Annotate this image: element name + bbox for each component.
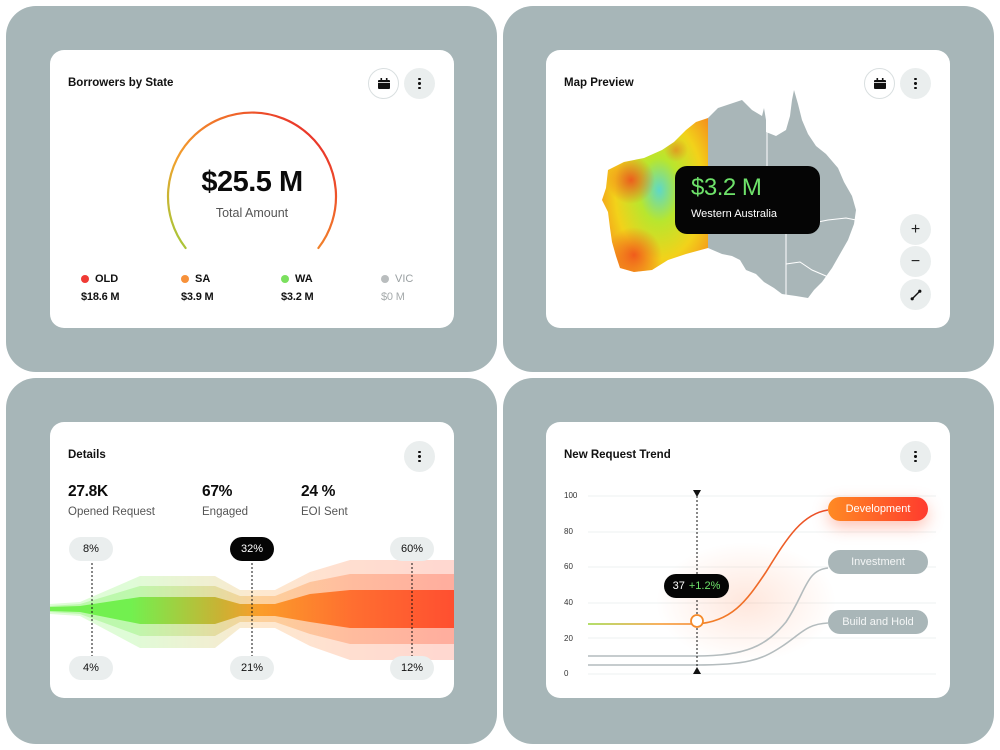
funnel-chart <box>50 560 454 660</box>
trend-chart <box>588 490 936 675</box>
legend-label: VIC <box>395 273 414 285</box>
borrowers-card: Borrowers by State $25.5 M Total Amount … <box>50 50 454 328</box>
legend-label: SA <box>195 273 211 285</box>
calendar-icon <box>377 78 390 89</box>
card-title: Borrowers by State <box>68 77 174 89</box>
card-title: Map Preview <box>564 77 634 89</box>
more-vertical-icon <box>914 450 917 463</box>
details-card: Details 27.8K Opened Request 67% Engaged… <box>50 422 454 698</box>
funnel-marker-bottom[interactable]: 21% <box>230 656 274 680</box>
more-vertical-icon <box>418 77 421 90</box>
y-tick: 80 <box>564 527 573 536</box>
y-tick: 100 <box>564 491 578 500</box>
legend-item-vic: VIC $0 M <box>381 273 413 303</box>
more-options-button[interactable] <box>900 68 931 99</box>
y-tick: 60 <box>564 562 573 571</box>
map-tooltip-label: Western Australia <box>691 208 778 220</box>
trend-tooltip: 37 +1.2% <box>664 574 729 598</box>
calendar-button[interactable] <box>864 68 895 99</box>
more-options-button[interactable] <box>900 441 931 472</box>
minus-icon: − <box>910 252 921 270</box>
map-card: Map Preview <box>546 50 950 328</box>
trend-tooltip-delta: +1.2% <box>688 580 721 592</box>
expand-icon <box>910 289 921 300</box>
stat-eoi-sent: 24 % EOI Sent <box>301 483 348 518</box>
map-tooltip: $3.2 M Western Australia <box>675 166 820 234</box>
zoom-out-button[interactable]: − <box>900 246 931 277</box>
stat-value: 24 % <box>301 483 336 500</box>
zoom-in-button[interactable]: + <box>900 214 931 245</box>
legend-label: OLD <box>95 273 119 285</box>
funnel-marker-top[interactable]: 8% <box>69 537 113 561</box>
stat-label: Engaged <box>202 506 249 518</box>
legend-dot <box>381 275 389 283</box>
legend-item-wa: WA $3.2 M <box>281 273 314 303</box>
stat-opened-request: 27.8K Opened Request <box>68 483 155 518</box>
stat-label: Opened Request <box>68 506 155 518</box>
legend-label: WA <box>295 273 313 285</box>
funnel-marker-bottom[interactable]: 12% <box>390 656 434 680</box>
calendar-button[interactable] <box>368 68 399 99</box>
legend-value: $3.2 M <box>281 291 314 303</box>
total-amount-label: Total Amount <box>215 206 289 220</box>
more-options-button[interactable] <box>404 441 435 472</box>
legend-dot <box>81 275 89 283</box>
trend-tooltip-value: 37 <box>672 580 685 592</box>
legend-value: $18.6 M <box>81 291 120 303</box>
map-tooltip-value: $3.2 M <box>691 174 762 201</box>
legend-value: $3.9 M <box>181 291 214 303</box>
more-vertical-icon <box>418 450 421 463</box>
more-vertical-icon <box>914 77 917 90</box>
card-title: New Request Trend <box>564 449 671 461</box>
stat-label: EOI Sent <box>301 506 348 518</box>
total-amount-value: $25.5 M <box>201 166 303 198</box>
stat-value: 27.8K <box>68 483 108 500</box>
legend-dot <box>181 275 189 283</box>
calendar-icon <box>873 78 886 89</box>
gauge-arc <box>166 111 338 250</box>
funnel-marker-top[interactable]: 60% <box>390 537 434 561</box>
series-label-investment[interactable]: Investment <box>828 550 928 574</box>
card-title: Details <box>68 449 106 461</box>
trend-card: New Request Trend 100 80 60 40 20 0 <box>546 422 950 698</box>
y-tick: 20 <box>564 634 573 643</box>
more-options-button[interactable] <box>404 68 435 99</box>
plus-icon: + <box>910 220 921 238</box>
stat-engaged: 67% Engaged <box>202 483 248 518</box>
expand-button[interactable] <box>900 279 931 310</box>
legend-value: $0 M <box>381 291 405 303</box>
y-tick: 40 <box>564 598 573 607</box>
legend-item-old: OLD $18.6 M <box>81 273 120 303</box>
funnel-marker-bottom[interactable]: 4% <box>69 656 113 680</box>
legend-item-sa: SA $3.9 M <box>181 273 214 303</box>
legend-dot <box>281 275 289 283</box>
funnel-marker-top-active[interactable]: 32% <box>230 537 274 561</box>
series-label-build-and-hold[interactable]: Build and Hold <box>828 610 928 634</box>
series-label-development[interactable]: Development <box>828 497 928 521</box>
y-tick: 0 <box>564 669 569 678</box>
stat-value: 67% <box>202 483 233 500</box>
